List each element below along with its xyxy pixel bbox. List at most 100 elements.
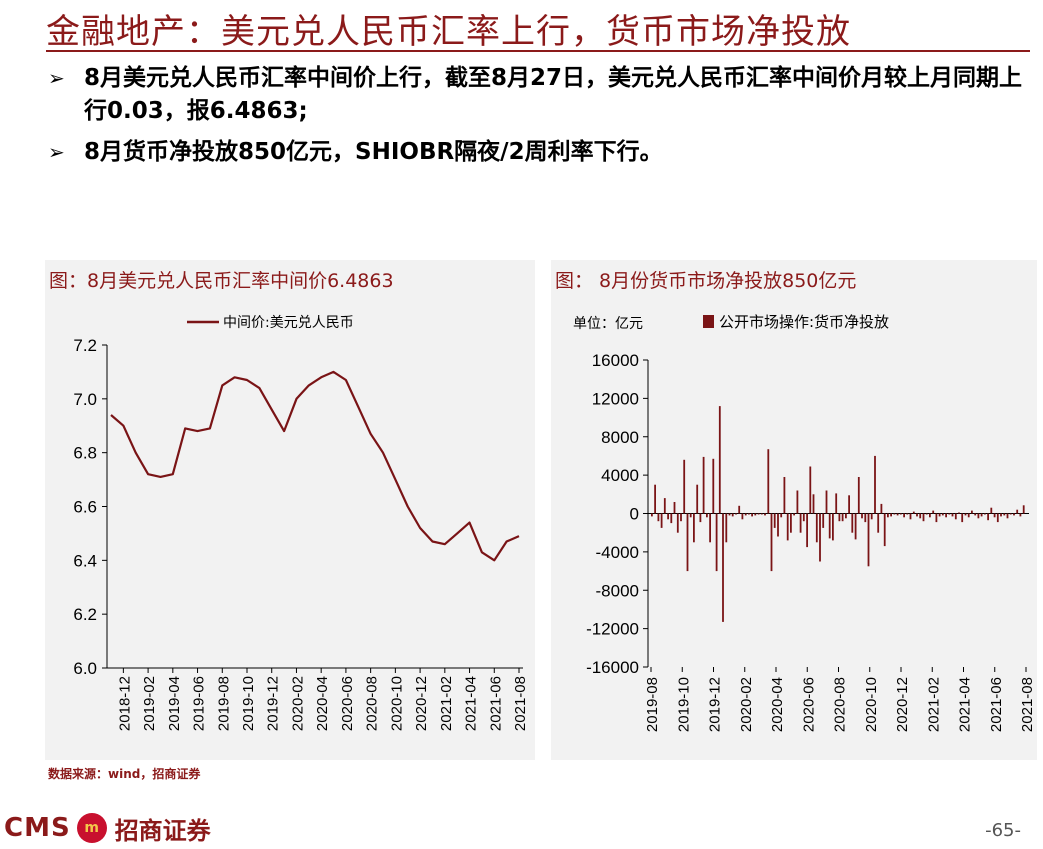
bar <box>1022 505 1025 514</box>
y-tick-label: -4000 <box>596 543 639 562</box>
y-tick-label: 4000 <box>601 466 639 485</box>
bar <box>948 513 951 515</box>
bar <box>790 513 792 533</box>
x-tick-label: 2021-04 <box>463 676 480 731</box>
legend-label: 公开市场操作:货币净投放 <box>719 313 889 331</box>
bar <box>735 513 737 515</box>
legend-label: 中间价:美元兑人民币 <box>223 315 354 331</box>
bar <box>748 513 750 515</box>
x-tick-label: 2021-04 <box>957 677 974 732</box>
x-tick-label: 2020-06 <box>339 676 356 731</box>
bar <box>961 513 964 523</box>
bullet-arrow-icon: ➢ <box>48 140 65 164</box>
bar <box>941 513 944 516</box>
bar <box>712 458 715 514</box>
bar <box>851 513 854 533</box>
bar <box>676 513 679 533</box>
bar <box>887 513 889 518</box>
x-tick-label: 2020-08 <box>364 676 381 731</box>
bar <box>667 513 669 520</box>
x-tick-label: 2020-04 <box>314 676 331 731</box>
money-market-chart: 单位：亿元 公开市场操作:货币净投放 -16000 -12000 -8000 -4000 0… <box>573 313 1036 732</box>
exchange-rate-chart-panel: 图：8月美元兑人民币汇率中间价6.4863 中间价:美元兑人民币 6.0 6.2 6.… <box>45 260 535 760</box>
bar <box>796 490 799 514</box>
bar <box>1016 509 1019 514</box>
y-tick-label: -16000 <box>586 658 639 677</box>
bar <box>706 513 708 518</box>
bar <box>822 513 825 528</box>
bar <box>971 510 973 514</box>
bar <box>777 513 779 537</box>
bar <box>964 513 967 516</box>
bar <box>906 513 909 515</box>
bar <box>725 513 728 543</box>
bar <box>877 513 880 533</box>
money-market-chart-panel: 图： 8月份货币市场净投放850亿元 单位：亿元 公开市场操作:货币净投放 -160… <box>551 260 1037 760</box>
bullet-item: ➢ 8月货币净投放850亿元，SHIOBR隔夜/2周利率下行。 <box>48 136 1038 169</box>
bar <box>751 513 753 517</box>
bar <box>760 513 763 515</box>
bar <box>996 513 999 523</box>
bar <box>718 406 721 514</box>
bar <box>977 513 980 519</box>
y-tick-label: 6.6 <box>73 498 97 517</box>
bar <box>741 513 744 520</box>
bar <box>848 495 850 514</box>
bar <box>893 513 896 515</box>
y-tick-label: 7.0 <box>73 390 97 409</box>
bar <box>693 513 695 543</box>
bar <box>974 513 977 516</box>
bar <box>702 456 705 514</box>
bar <box>654 484 656 514</box>
x-tick-label: 2019-02 <box>141 676 158 731</box>
bar <box>861 513 863 519</box>
bar <box>880 503 883 514</box>
bar <box>819 513 821 562</box>
legend-swatch-icon <box>703 315 714 328</box>
brand-wordmark: CMS <box>4 813 71 843</box>
bar <box>786 513 789 541</box>
x-tick-label: 2020-04 <box>769 677 786 732</box>
bar <box>874 455 876 514</box>
brand-seal-icon: m <box>76 813 107 843</box>
bar <box>806 513 808 548</box>
bar <box>663 498 666 514</box>
x-tick-label: 2019-10 <box>675 677 692 732</box>
bar <box>951 513 954 517</box>
bar <box>757 513 760 515</box>
bar <box>832 513 834 541</box>
bar <box>967 513 970 518</box>
bullet-arrow-icon: ➢ <box>48 66 65 90</box>
bar <box>987 513 989 521</box>
bar <box>673 502 676 514</box>
bar <box>783 477 786 514</box>
bar <box>1006 513 1009 519</box>
bar <box>980 513 983 517</box>
bar <box>903 513 905 518</box>
bullet-text: 8月美元兑人民币汇率中间价上行，截至8月27日，美元兑人民币汇率中间价月较上月同… <box>84 65 1023 124</box>
bar <box>990 507 993 514</box>
x-tick-label: 2020-06 <box>800 677 817 732</box>
bar <box>925 513 928 515</box>
y-tick-label: 0 <box>630 505 639 524</box>
bar <box>938 513 941 517</box>
bar <box>854 513 857 540</box>
bar <box>984 513 986 515</box>
y-tick-label: 16000 <box>592 351 639 370</box>
x-tick-label: 2020-10 <box>388 676 405 731</box>
x-tick-label: 2020-02 <box>738 677 755 732</box>
bullet-item: ➢ 8月美元兑人民币汇率中间价上行，截至8月27日，美元兑人民币汇率中间价月较上… <box>48 62 1038 128</box>
bar <box>945 513 947 518</box>
unit-label: 单位：亿元 <box>573 316 643 332</box>
bar <box>683 459 686 514</box>
bar <box>731 513 734 517</box>
bar <box>767 449 770 514</box>
bar <box>993 513 996 518</box>
x-tick-label: 2019-12 <box>265 676 282 731</box>
bar <box>773 513 776 528</box>
x-tick-label: 2021-02 <box>925 677 942 732</box>
x-tick-label: 2021-02 <box>438 676 455 731</box>
bar <box>1003 513 1006 516</box>
x-tick-label: 2020-12 <box>413 676 430 731</box>
y-tick-label: -12000 <box>586 620 639 639</box>
